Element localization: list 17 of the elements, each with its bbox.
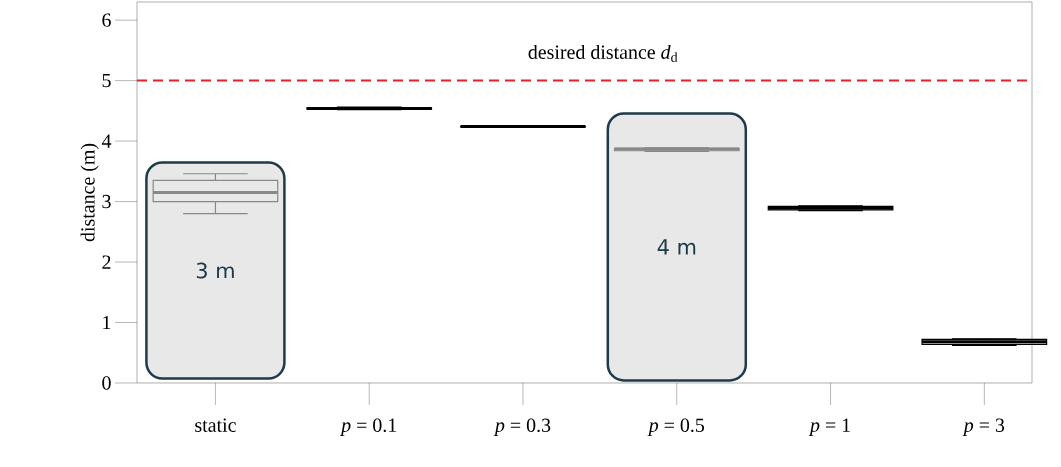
x-tick-label: p = 0.3 <box>493 418 551 436</box>
x-tick-label: p = 0.5 <box>647 418 705 436</box>
annotation: 3 m <box>196 262 234 279</box>
y-tick-label: 0 <box>102 376 111 390</box>
y-tick-label: 2 <box>102 255 111 269</box>
y-axis-title: distance (m) <box>80 143 99 242</box>
x-tick-label: p = 0.1 <box>340 418 397 436</box>
y-tick-label: 3 <box>102 194 111 209</box>
x-tick-label: p = 1 <box>808 418 850 436</box>
y-tick-label: 1 <box>103 315 111 330</box>
y-tick-label: 6 <box>102 13 111 27</box>
annotation: 4 m <box>657 239 696 255</box>
y-tick-label: 4 <box>101 134 112 148</box>
y-tick-label: 5 <box>102 73 111 88</box>
x-tick-label: p = 3 <box>962 418 1005 436</box>
x-tick-label: static <box>195 418 236 432</box>
ref-line-label: desired distance d$_{d}$ <box>528 44 678 62</box>
